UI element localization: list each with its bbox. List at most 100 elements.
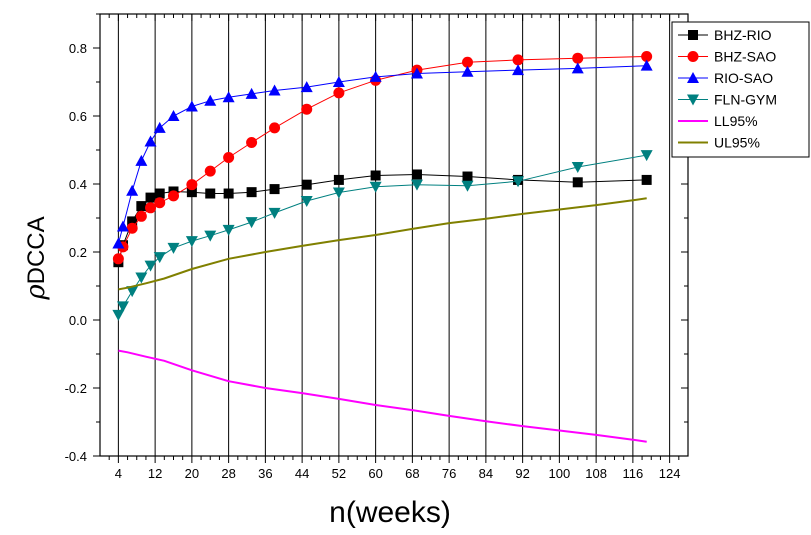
x-tick-label-100: 100 xyxy=(549,466,571,481)
point-rio-sao-1 xyxy=(116,220,129,232)
x-tick-label-68: 68 xyxy=(405,466,419,481)
point-fln-gym-4 xyxy=(144,260,157,272)
point-bhz-sao-2 xyxy=(126,222,138,234)
point-bhz-rio-3 xyxy=(136,201,147,212)
point-fln-gym-15 xyxy=(410,179,423,191)
point-fln-gym-5 xyxy=(153,252,166,264)
point-fln-gym-6 xyxy=(167,242,180,254)
point-bhz-sao-18 xyxy=(572,52,584,64)
point-bhz-sao-13 xyxy=(333,87,345,99)
y-tick-label-5: 0.6 xyxy=(69,109,87,124)
point-rio-sao-5 xyxy=(153,121,166,133)
point-rio-sao-2 xyxy=(126,184,139,196)
series-line-bhz-sao xyxy=(117,56,647,259)
point-bhz-rio-11 xyxy=(269,184,280,195)
legend-marker-bhz-sao xyxy=(687,51,699,62)
point-bhz-rio-12 xyxy=(301,179,312,190)
x-tick-label-44: 44 xyxy=(295,466,309,481)
point-rio-sao-11 xyxy=(268,84,281,96)
point-fln-gym-8 xyxy=(204,230,217,242)
point-bhz-sao-6 xyxy=(168,190,179,202)
series-ll95 xyxy=(118,349,647,443)
point-rio-sao-8 xyxy=(204,94,217,106)
point-bhz-sao-8 xyxy=(204,165,216,177)
point-bhz-sao-3 xyxy=(135,210,147,222)
series-line-fln-gym xyxy=(117,154,647,316)
series-line-rio-sao xyxy=(117,65,647,244)
point-bhz-sao-0 xyxy=(112,253,124,265)
x-axis-title: n(weeks) xyxy=(329,496,451,529)
legend-label-rio-sao: RIO-SAO xyxy=(714,70,773,86)
point-bhz-rio-15 xyxy=(411,169,422,180)
legend-marker-fln-gym xyxy=(687,94,699,106)
y-tick-label-1: -0.2 xyxy=(65,381,87,396)
point-fln-gym-3 xyxy=(135,272,148,284)
point-fln-gym-2 xyxy=(126,286,139,298)
x-tick-label-36: 36 xyxy=(258,466,272,481)
point-fln-gym-10 xyxy=(245,217,258,229)
point-bhz-rio-16 xyxy=(462,171,473,182)
point-bhz-sao-4 xyxy=(145,202,157,214)
legend-entry-bhz-sao: BHZ-SAO xyxy=(678,49,776,65)
point-rio-sao-7 xyxy=(185,100,198,112)
point-rio-sao-6 xyxy=(167,110,180,121)
series-layer xyxy=(112,51,653,443)
point-rio-sao-13 xyxy=(332,76,345,87)
y-tick-label-0: -0.4 xyxy=(65,449,87,464)
legend-label-bhz-sao: BHZ-SAO xyxy=(714,49,776,65)
x-tick-label-12: 12 xyxy=(148,466,162,481)
point-fln-gym-19 xyxy=(640,150,653,162)
series-line-ll95 xyxy=(118,349,647,443)
point-rio-sao-9 xyxy=(222,91,235,103)
x-tick-label-92: 92 xyxy=(515,466,529,481)
point-rio-sao-12 xyxy=(300,81,313,93)
x-tick-label-28: 28 xyxy=(221,466,235,481)
series-ul95 xyxy=(118,197,647,291)
plot-frame xyxy=(99,13,689,457)
point-fln-gym-1 xyxy=(116,301,129,313)
legend-entry-ul95: UL95% xyxy=(678,135,760,151)
point-fln-gym-14 xyxy=(369,181,382,193)
point-bhz-sao-17 xyxy=(512,54,524,66)
x-tick-label-84: 84 xyxy=(479,466,493,481)
point-rio-sao-0 xyxy=(112,237,125,249)
point-bhz-rio-4 xyxy=(145,192,156,203)
point-bhz-sao-5 xyxy=(154,197,166,209)
legend-label-ul95: UL95% xyxy=(714,135,760,151)
point-bhz-rio-7 xyxy=(186,187,197,198)
point-rio-sao-4 xyxy=(144,135,157,147)
y-axis-title: ρDCCA xyxy=(21,216,51,300)
x-tick-label-124: 124 xyxy=(659,466,681,481)
point-fln-gym-18 xyxy=(571,162,584,173)
point-bhz-sao-11 xyxy=(269,122,281,134)
point-bhz-sao-9 xyxy=(223,151,235,163)
point-fln-gym-0 xyxy=(112,309,125,321)
x-tick-label-116: 116 xyxy=(623,466,644,481)
series-rio-sao xyxy=(112,59,653,249)
y-tick-label-3: 0.2 xyxy=(69,245,87,260)
y-tick-label-4: 0.4 xyxy=(69,177,87,192)
point-bhz-sao-7 xyxy=(186,179,198,191)
point-rio-sao-18 xyxy=(571,62,584,74)
y-axis-title-rho: ρ xyxy=(21,284,51,301)
point-bhz-rio-18 xyxy=(572,177,583,188)
point-fln-gym-7 xyxy=(185,236,198,248)
point-fln-gym-13 xyxy=(332,187,345,199)
series-line-bhz-rio xyxy=(117,173,647,263)
point-bhz-rio-10 xyxy=(246,187,257,198)
point-bhz-sao-10 xyxy=(246,137,258,149)
point-rio-sao-15 xyxy=(410,67,423,79)
legend-entry-rio-sao: RIO-SAO xyxy=(678,70,773,86)
x-tick-label-76: 76 xyxy=(442,466,456,481)
point-bhz-sao-12 xyxy=(301,103,313,115)
legend-entry-bhz-rio: BHZ-RIO xyxy=(678,27,772,43)
point-bhz-rio-8 xyxy=(205,188,216,199)
point-rio-sao-3 xyxy=(135,154,148,166)
point-rio-sao-19 xyxy=(640,59,653,71)
axis-ticks: 4 12 20 28 36 44 52 60 68 76 84 92 100 108 116 124 -0.4 -… xyxy=(65,13,688,481)
legend-box xyxy=(671,21,810,158)
point-bhz-rio-9 xyxy=(223,188,234,199)
x-tick-label-4: 4 xyxy=(115,466,122,481)
point-fln-gym-16 xyxy=(461,180,474,192)
point-bhz-rio-19 xyxy=(641,174,652,185)
